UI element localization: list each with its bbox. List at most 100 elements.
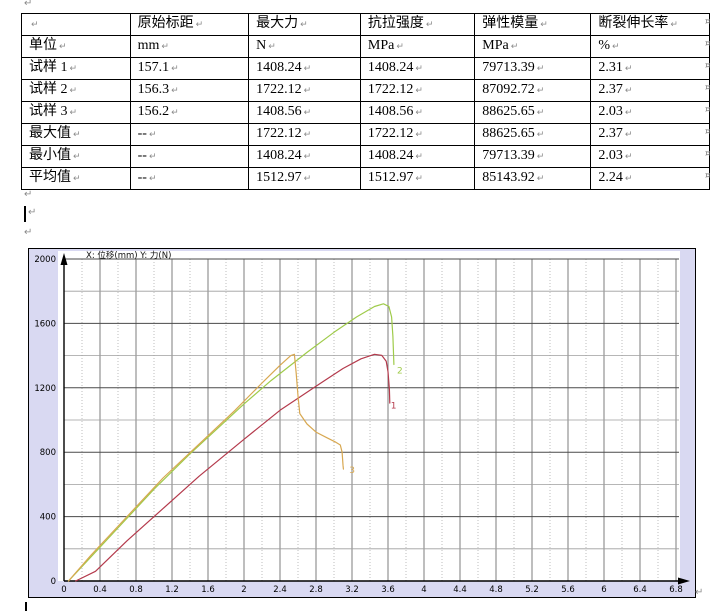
table-cell[interactable]: 1512.97 ↵ <box>248 167 361 190</box>
svg-text:1.6: 1.6 <box>201 585 215 595</box>
row-end-mark: ¤ <box>705 61 710 71</box>
cell-paragraph-mark: ↵ <box>303 130 312 140</box>
cell-paragraph-mark: ↵ <box>510 42 519 52</box>
svg-text:0.8: 0.8 <box>129 585 143 595</box>
table-cell[interactable]: ↵ <box>21 13 131 36</box>
table-cell[interactable]: 156.2 ↵ <box>129 101 250 124</box>
table-cell[interactable]: 最大力 ↵ <box>248 13 361 36</box>
results-table[interactable]: ↵ 原始标距 ↵ 最大力 ↵ 抗拉强度 ↵ 弹性模量 ↵ 断裂伸长率 ↵ 单位 ↵ mm ↵ N ↵ MPa ↵ MP… <box>21 13 710 190</box>
cell-paragraph-mark: ↵ <box>536 174 545 184</box>
table-cell[interactable]: MPa ↵ <box>359 35 476 58</box>
svg-text:2.8: 2.8 <box>309 585 323 595</box>
svg-text:6: 6 <box>601 585 606 595</box>
table-cell[interactable]: 断裂伸长率 ↵ <box>590 13 710 36</box>
table-cell[interactable]: 2.24 ↵ <box>590 167 710 190</box>
row-end-mark: ¤ <box>705 171 710 181</box>
table-cell[interactable]: 原始标距 ↵ <box>129 13 250 36</box>
table-cell[interactable]: -- ↵ <box>129 167 250 190</box>
svg-text:1: 1 <box>391 402 397 412</box>
svg-text:2000: 2000 <box>34 255 56 265</box>
cell-paragraph-mark: ↵ <box>624 64 633 74</box>
svg-text:2: 2 <box>241 585 246 595</box>
table-cell[interactable]: 2.37 ↵ <box>590 123 710 146</box>
table-cell[interactable]: 156.3 ↵ <box>129 79 250 102</box>
cell-paragraph-mark: ↵ <box>624 86 633 96</box>
cell-paragraph-mark: ↵ <box>195 20 204 30</box>
paragraph-mark: ↵ <box>24 189 33 200</box>
table-cell[interactable]: 1408.56 ↵ <box>248 101 361 124</box>
table-cell[interactable]: MPa ↵ <box>474 35 592 58</box>
svg-text:1200: 1200 <box>34 384 56 394</box>
row-end-mark: ¤ <box>705 149 710 159</box>
cell-paragraph-mark: ↵ <box>425 20 434 30</box>
svg-text:5.6: 5.6 <box>561 585 575 595</box>
cell-paragraph-mark: ↵ <box>415 152 423 162</box>
svg-text:0.4: 0.4 <box>93 585 107 595</box>
table-cell[interactable]: 79713.39 ↵ <box>474 145 592 168</box>
text-cursor <box>25 602 27 611</box>
cell-paragraph-mark: ↵ <box>624 130 633 140</box>
table-cell[interactable]: 1408.24 ↵ <box>248 57 361 80</box>
cell-paragraph-mark: ↵ <box>31 20 39 30</box>
table-cell[interactable]: 最小值 ↵ <box>21 145 131 168</box>
table-cell[interactable]: 1512.97 ↵ <box>359 167 476 190</box>
table-cell[interactable]: 弹性模量 ↵ <box>474 13 592 36</box>
cell-paragraph-mark: ↵ <box>148 174 157 184</box>
svg-text:3: 3 <box>349 466 355 476</box>
cell-paragraph-mark: ↵ <box>303 174 312 184</box>
cell-paragraph-mark: ↵ <box>69 108 78 118</box>
table-row: 最小值 ↵ -- ↵ 1408.24 ↵ 1408.24 ↵ 79713.39 ↵ 2.03 ↵ <box>21 145 710 168</box>
svg-text:0: 0 <box>51 577 56 587</box>
table-cell[interactable]: -- ↵ <box>129 145 250 168</box>
table-cell[interactable]: 1408.56 ↵ <box>359 101 476 124</box>
table-cell[interactable]: 79713.39 ↵ <box>474 57 592 80</box>
table-cell[interactable]: 2.31 ↵ <box>590 57 710 80</box>
cell-paragraph-mark: ↵ <box>73 130 81 140</box>
table-cell[interactable]: 85143.92 ↵ <box>474 167 592 190</box>
table-cell[interactable]: 抗拉强度 ↵ <box>359 13 476 36</box>
table-cell[interactable]: mm ↵ <box>129 35 250 58</box>
table-cell[interactable]: 2.03 ↵ <box>590 101 710 124</box>
svg-text:0: 0 <box>61 585 66 595</box>
force-displacement-chart[interactable]: 1 2 3 0 400 800 1200 1600 2000 0 0.4 0.8 1.2 1.6 2 2.4 2… <box>28 248 696 598</box>
cell-paragraph-mark: ↵ <box>303 86 312 96</box>
cell-paragraph-mark: ↵ <box>73 174 81 184</box>
table-cell[interactable]: -- ↵ <box>129 123 250 146</box>
table-cell[interactable]: 1722.12 ↵ <box>248 79 361 102</box>
table-cell[interactable]: 87092.72 ↵ <box>474 79 592 102</box>
cell-paragraph-mark: ↵ <box>300 20 308 30</box>
table-cell[interactable]: 1722.12 ↵ <box>359 123 476 146</box>
svg-text:X: 位移(mm) Y: 力(N): X: 位移(mm) Y: 力(N) <box>86 250 171 261</box>
table-cell[interactable]: 1722.12 ↵ <box>359 79 476 102</box>
svg-text:2.4: 2.4 <box>273 585 287 595</box>
table-cell[interactable]: 试样 3 ↵ <box>21 101 131 124</box>
paragraph-mark: ↵ <box>24 0 33 9</box>
svg-text:400: 400 <box>40 513 56 523</box>
table-cell[interactable]: 最大值 ↵ <box>21 123 131 146</box>
table-cell[interactable]: 试样 1 ↵ <box>21 57 131 80</box>
cell-paragraph-mark: ↵ <box>540 20 548 30</box>
text-cursor <box>24 206 26 222</box>
cell-paragraph-mark: ↵ <box>536 152 545 162</box>
table-cell[interactable]: % ↵ <box>590 35 710 58</box>
table-cell[interactable]: 2.03 ↵ <box>590 145 710 168</box>
table-cell[interactable]: 试样 2 ↵ <box>21 79 131 102</box>
svg-text:4.8: 4.8 <box>489 585 503 595</box>
row-end-mark: ¤ <box>705 17 710 27</box>
table-cell[interactable]: 1408.24 ↵ <box>248 145 361 168</box>
table-cell[interactable]: 1408.24 ↵ <box>359 145 476 168</box>
table-cell[interactable]: 1408.24 ↵ <box>359 57 476 80</box>
table-cell[interactable]: 1722.12 ↵ <box>248 123 361 146</box>
svg-text:3.2: 3.2 <box>345 585 359 595</box>
table-cell[interactable]: 157.1 ↵ <box>129 57 250 80</box>
table-cell[interactable]: 88625.65 ↵ <box>474 123 592 146</box>
table-row: 试样 2 ↵ 156.3 ↵ 1722.12 ↵ 1722.12 ↵ 87092.72 ↵ 2.37… <box>21 79 710 102</box>
cell-paragraph-mark: ↵ <box>303 64 312 74</box>
row-end-mark: ¤ <box>705 39 710 49</box>
table-cell[interactable]: 88625.65 ↵ <box>474 101 592 124</box>
table-cell[interactable]: 平均值 ↵ <box>21 167 131 190</box>
table-cell[interactable]: 2.37 ↵ <box>590 79 710 102</box>
table-cell[interactable]: N ↵ <box>248 35 361 58</box>
table-cell[interactable]: 单位 ↵ <box>21 35 131 58</box>
